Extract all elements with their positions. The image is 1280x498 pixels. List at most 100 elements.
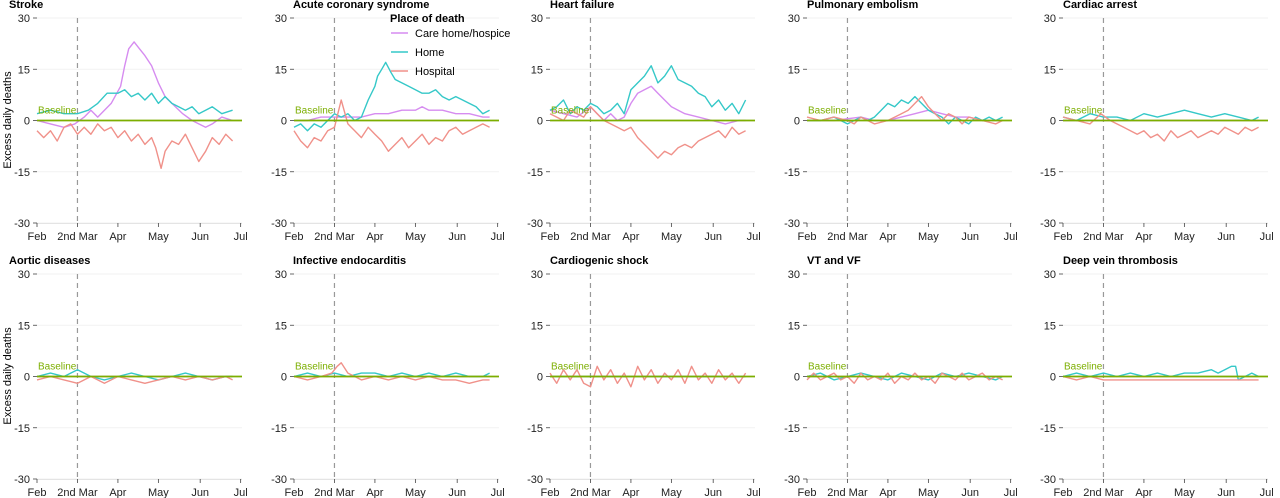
panel-title: Aortic diseases — [9, 255, 90, 267]
baseline-label: Baseline — [38, 106, 77, 117]
legend: Place of death Care home/hospice Home Hosp… — [390, 13, 510, 78]
x-tick-label: May — [661, 487, 682, 498]
x-tick-label: Apr — [109, 231, 126, 243]
series-line-hospital — [549, 106, 746, 159]
series-line-hospital — [293, 99, 490, 153]
series-line-home — [293, 61, 490, 132]
x-tick-label: Jul — [1004, 231, 1018, 243]
y-tick-label: 0 — [24, 116, 30, 128]
legend-label: Home — [415, 47, 444, 59]
x-tick-label: Jul — [747, 487, 761, 498]
series-line-hospital — [1062, 375, 1259, 381]
legend-label: Hospital — [415, 66, 455, 78]
y-tick-label: 30 — [788, 13, 800, 25]
x-tick-label: Jul — [1260, 231, 1274, 243]
x-tick-label: Jun — [1217, 487, 1235, 498]
panel-6: Infective endocarditis -30 -15 0 15 30 Feb 2nd … — [271, 255, 505, 498]
series-line-home — [36, 89, 233, 115]
legend-items: Care home/hospice Home Hospital — [391, 28, 510, 78]
x-tick-label: 2nd Mar — [1083, 487, 1124, 498]
x-tick-label: Feb — [798, 231, 817, 243]
x-tick-label: May — [1174, 231, 1195, 243]
y-tick-label: 15 — [531, 320, 543, 332]
x-tick-label: May — [148, 231, 169, 243]
x-tick-label: Jul — [491, 231, 505, 243]
x-tick-label: Jun — [191, 487, 209, 498]
x-tick-label: Apr — [366, 487, 383, 498]
series-line-care-home-hospice — [36, 41, 233, 129]
x-tick-label: 2nd Mar — [314, 487, 355, 498]
series-line-care-home-hospice — [294, 106, 490, 122]
series-line-hospital — [1062, 112, 1259, 142]
y-tick-label: -15 — [784, 167, 800, 179]
y-tick-label: -15 — [784, 423, 800, 435]
y-tick-label: 0 — [1050, 372, 1056, 384]
y-tick-label: 15 — [1044, 320, 1056, 332]
series-line-home — [1062, 109, 1259, 122]
y-tick-label: 15 — [531, 64, 543, 76]
x-tick-label: May — [918, 487, 939, 498]
y-tick-label: 30 — [18, 269, 30, 281]
panel-9: Deep vein thrombosis -30 -15 0 15 30 Feb 2nd Ma… — [1040, 255, 1274, 498]
panel-5: Aortic diseases -30 -15 0 15 30 Feb 2nd Mar Apr M… — [9, 255, 248, 498]
legend-title: Place of death — [390, 13, 465, 25]
y-tick-label: 0 — [1050, 116, 1056, 128]
y-tick-label: 15 — [18, 320, 30, 332]
x-tick-label: Apr — [622, 231, 639, 243]
x-tick-label: Apr — [879, 231, 896, 243]
x-tick-label: Apr — [109, 487, 126, 498]
y-tick-label: -30 — [14, 474, 30, 486]
y-tick-label: -15 — [527, 423, 543, 435]
x-tick-label: Feb — [1054, 231, 1073, 243]
x-tick-label: Feb — [28, 487, 47, 498]
y-tick-label: 0 — [281, 372, 287, 384]
baseline-label: Baseline — [1064, 362, 1103, 373]
panel-1: Acute coronary syndrome -30 -15 0 15 30 Feb 2nd… — [271, 0, 505, 243]
y-tick-label: -30 — [14, 218, 30, 230]
x-tick-label: May — [918, 231, 939, 243]
y-tick-label: 15 — [788, 320, 800, 332]
x-tick-label: Jul — [234, 231, 248, 243]
series-line-home — [1062, 365, 1259, 381]
y-tick-label: -15 — [271, 423, 287, 435]
y-tick-label: 30 — [1044, 13, 1056, 25]
y-tick-label: 15 — [275, 320, 287, 332]
x-tick-label: Jun — [191, 231, 209, 243]
x-tick-label: 2nd Mar — [570, 231, 611, 243]
x-tick-label: 2nd Mar — [314, 231, 355, 243]
series-line-home — [806, 372, 1003, 381]
y-tick-label: 30 — [18, 13, 30, 25]
y-tick-label: 0 — [281, 116, 287, 128]
panel-title: Cardiogenic shock — [550, 255, 649, 267]
x-tick-label: Apr — [366, 231, 383, 243]
y-tick-label: 0 — [794, 372, 800, 384]
y-tick-label: -30 — [1040, 218, 1056, 230]
x-tick-label: May — [661, 231, 682, 243]
y-tick-label: -30 — [784, 474, 800, 486]
x-tick-label: Jul — [234, 487, 248, 498]
x-tick-label: May — [1174, 487, 1195, 498]
baseline-label: Baseline — [551, 362, 590, 373]
x-tick-label: Jun — [448, 487, 466, 498]
y-tick-label: -15 — [14, 167, 30, 179]
panel-title: Heart failure — [550, 0, 614, 11]
baseline-label: Baseline — [38, 362, 77, 373]
x-tick-label: Jun — [704, 487, 722, 498]
series-line-hospital — [806, 372, 1003, 384]
panel-3: Pulmonary embolism -30 -15 0 15 30 Feb 2nd Mar A… — [784, 0, 1018, 243]
baseline-label: Baseline — [295, 362, 334, 373]
x-tick-label: Jun — [1217, 231, 1235, 243]
series-line-hospital — [806, 95, 1003, 125]
y-tick-label: 0 — [794, 116, 800, 128]
y-tick-label: 0 — [24, 372, 30, 384]
y-tick-label: 0 — [537, 116, 543, 128]
legend-label: Care home/hospice — [415, 28, 510, 40]
y-tick-label: 15 — [1044, 64, 1056, 76]
x-tick-label: Apr — [1135, 487, 1152, 498]
baseline-label: Baseline — [295, 106, 334, 117]
x-tick-label: 2nd Mar — [570, 487, 611, 498]
y-axis-label-bottom: Excess daily deaths — [2, 327, 14, 425]
panel-title: Pulmonary embolism — [807, 0, 918, 11]
series-line-hospital — [36, 375, 233, 384]
